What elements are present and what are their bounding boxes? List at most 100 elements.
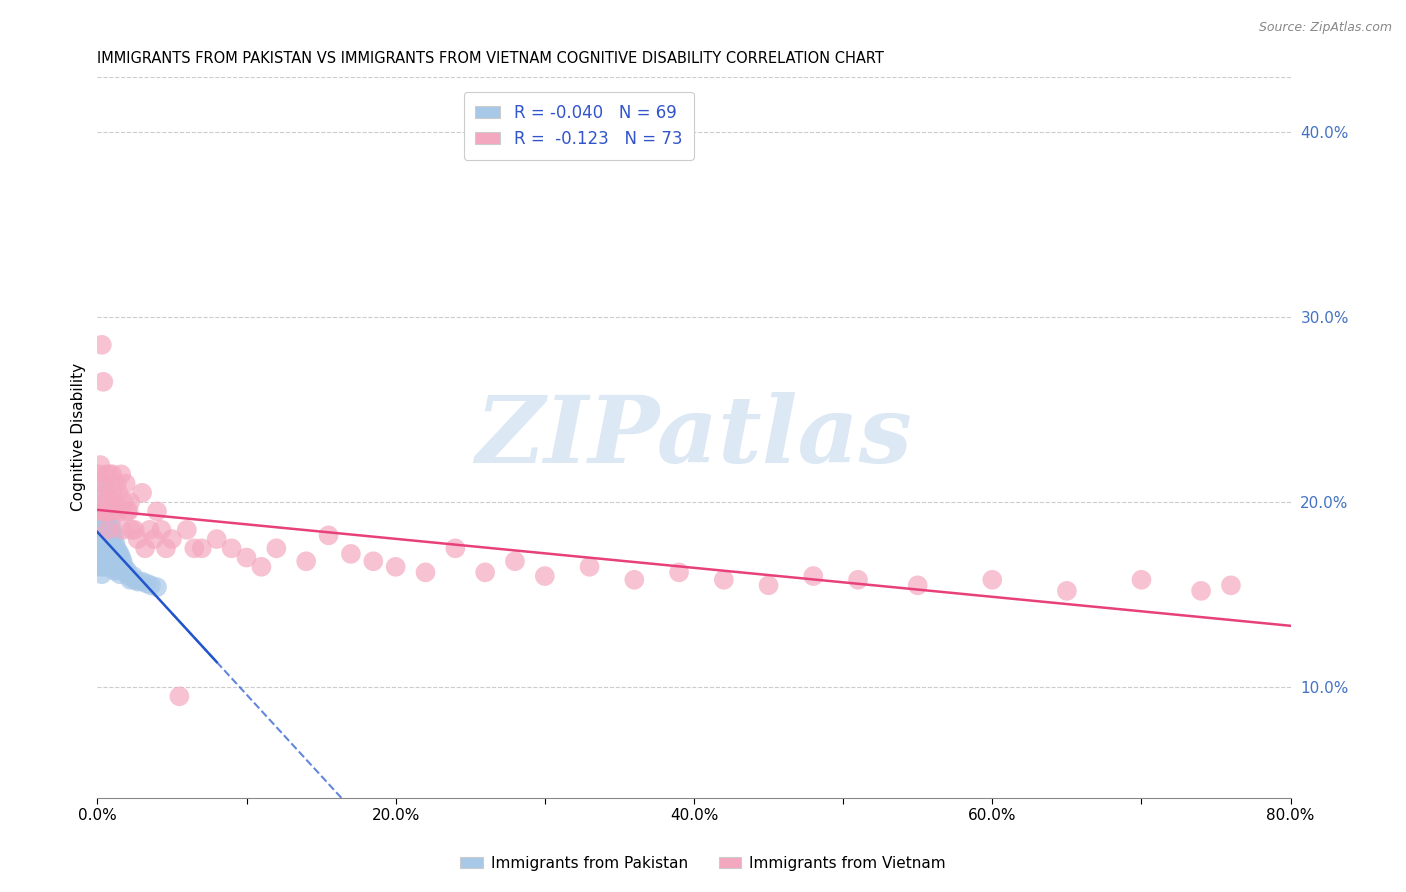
Point (96, 554, 118, 568)
Point (1219, 578, 1241, 592)
Point (533, 569, 555, 583)
Point (122, 569, 145, 583)
Point (444, 541, 467, 556)
Point (107, 564, 129, 578)
Point (94, 495, 117, 509)
Point (143, 532, 166, 546)
Point (114, 476, 136, 491)
Point (623, 573, 645, 587)
Point (91, 504, 114, 518)
Point (94, 559, 117, 574)
Point (100, 504, 122, 518)
Point (120, 573, 142, 587)
Point (146, 504, 169, 518)
Point (121, 523, 143, 537)
Point (114, 566, 136, 580)
Point (981, 573, 1004, 587)
Point (90, 338, 112, 352)
Point (108, 504, 131, 518)
Point (107, 485, 129, 500)
Point (87, 535, 110, 549)
Point (91, 545, 114, 559)
Point (90, 523, 112, 537)
Point (384, 559, 406, 574)
Point (108, 547, 131, 561)
Point (97, 526, 120, 541)
Point (100, 554, 122, 568)
Point (138, 523, 160, 537)
Point (221, 541, 243, 556)
Point (91, 559, 114, 574)
Point (89, 541, 111, 556)
Point (115, 504, 138, 518)
Point (90, 509, 112, 524)
Point (96, 495, 118, 509)
Point (105, 559, 128, 574)
Point (104, 504, 127, 518)
Point (474, 566, 496, 580)
Point (758, 578, 780, 592)
Point (110, 550, 132, 565)
Point (415, 566, 437, 580)
Point (107, 545, 129, 559)
Point (90, 535, 112, 549)
Point (118, 569, 141, 583)
Point (87, 547, 110, 561)
Point (98, 467, 121, 482)
Point (94, 485, 117, 500)
Point (104, 554, 127, 568)
Point (205, 532, 228, 546)
Point (96, 467, 118, 482)
Point (98, 504, 121, 518)
Point (90, 556, 112, 570)
Point (91, 517, 114, 532)
Point (295, 554, 318, 568)
Point (90, 567, 112, 582)
Point (1189, 583, 1212, 598)
Legend: R = -0.040   N = 69, R =  -0.123   N = 73: R = -0.040 N = 69, R = -0.123 N = 73 (464, 92, 693, 160)
Point (101, 485, 124, 500)
Point (97, 509, 120, 524)
Point (131, 574, 153, 589)
Point (124, 573, 146, 587)
Point (340, 547, 363, 561)
Point (190, 541, 212, 556)
Point (89, 504, 111, 518)
Point (801, 569, 824, 583)
Point (131, 485, 153, 500)
Point (169, 690, 191, 704)
Y-axis label: Cognitive Disability: Cognitive Disability (72, 363, 86, 511)
Point (1056, 583, 1078, 598)
Point (134, 541, 156, 556)
Point (94, 526, 117, 541)
Point (139, 578, 162, 592)
Point (90, 547, 112, 561)
Point (94, 476, 117, 491)
Point (87, 467, 110, 482)
Point (104, 535, 127, 549)
Point (100, 514, 122, 528)
Point (266, 541, 288, 556)
Point (907, 578, 929, 592)
Point (111, 523, 134, 537)
Point (176, 523, 198, 537)
Point (111, 554, 134, 568)
Point (90, 476, 112, 491)
Point (105, 541, 128, 556)
Point (112, 495, 135, 509)
Point (103, 528, 125, 542)
Text: Source: ZipAtlas.com: Source: ZipAtlas.com (1258, 21, 1392, 34)
Point (124, 523, 146, 537)
Point (103, 545, 125, 559)
Point (503, 554, 526, 568)
Point (94, 541, 117, 556)
Point (713, 573, 735, 587)
Point (98, 541, 121, 556)
Point (91, 504, 114, 518)
Point (89, 559, 111, 574)
Point (97, 495, 120, 509)
Point (100, 532, 122, 546)
Point (96, 502, 118, 516)
Point (155, 541, 177, 556)
Point (127, 532, 149, 546)
